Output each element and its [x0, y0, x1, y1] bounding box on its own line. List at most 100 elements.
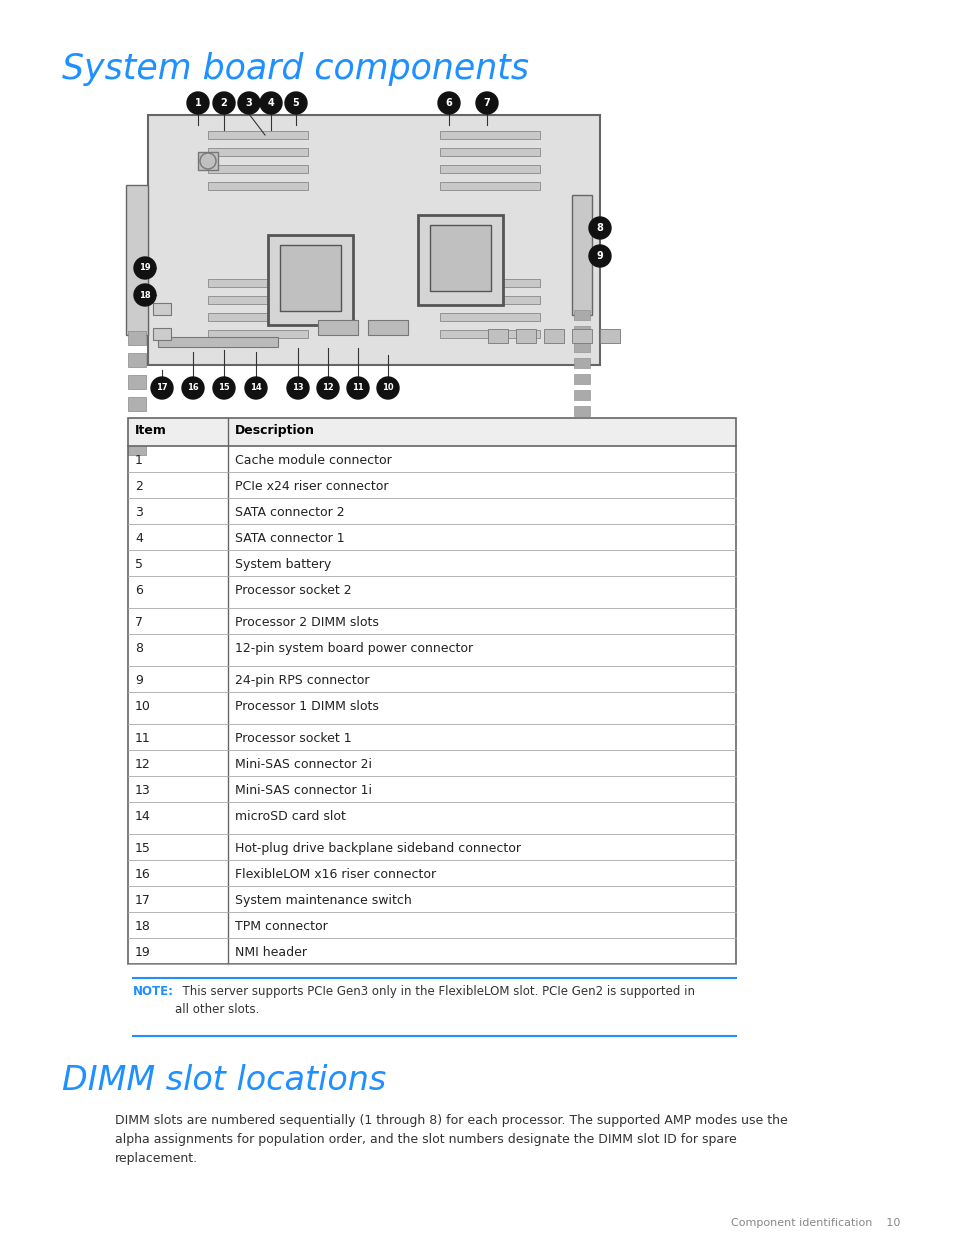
Text: 6: 6 — [135, 584, 143, 597]
Bar — [208, 330, 308, 338]
Text: DIMM slot locations: DIMM slot locations — [62, 1065, 386, 1097]
Text: 13: 13 — [135, 784, 151, 797]
Text: 6: 6 — [445, 98, 452, 107]
Text: 14: 14 — [135, 810, 151, 823]
Circle shape — [187, 91, 209, 114]
Text: 12-pin system board power connector: 12-pin system board power connector — [234, 642, 473, 655]
Bar — [439, 330, 539, 338]
Bar — [439, 312, 539, 321]
Bar — [128, 396, 146, 411]
Bar — [439, 279, 539, 287]
Text: Mini-SAS connector 1i: Mini-SAS connector 1i — [234, 784, 372, 797]
Text: 8: 8 — [135, 642, 143, 655]
Text: Processor 2 DIMM slots: Processor 2 DIMM slots — [234, 616, 378, 629]
Text: 9: 9 — [135, 674, 143, 687]
Bar — [208, 165, 308, 173]
Bar — [574, 358, 589, 368]
Text: 19: 19 — [135, 946, 151, 960]
Text: 16: 16 — [187, 384, 198, 393]
Circle shape — [376, 377, 398, 399]
Text: 5: 5 — [135, 558, 143, 571]
Bar — [439, 131, 539, 140]
Circle shape — [133, 284, 156, 306]
Text: 11: 11 — [135, 732, 151, 745]
Text: This server supports PCIe Gen3 only in the FlexibleLOM slot. PCIe Gen2 is suppor: This server supports PCIe Gen3 only in t… — [174, 986, 695, 1016]
Text: Processor 1 DIMM slots: Processor 1 DIMM slots — [234, 700, 378, 713]
Text: 12: 12 — [135, 758, 151, 771]
Bar — [430, 225, 491, 291]
Text: 13: 13 — [292, 384, 303, 393]
Text: 18: 18 — [135, 920, 151, 932]
Bar — [128, 417, 735, 965]
Text: Description: Description — [234, 424, 314, 437]
Bar — [128, 331, 146, 345]
Text: DIMM slots are numbered sequentially (1 through 8) for each processor. The suppo: DIMM slots are numbered sequentially (1 … — [115, 1114, 787, 1165]
Circle shape — [437, 91, 459, 114]
Text: 10: 10 — [135, 700, 151, 713]
Text: System board components: System board components — [62, 52, 529, 86]
Bar — [574, 326, 589, 336]
Bar — [128, 353, 146, 367]
Bar — [439, 165, 539, 173]
Bar — [599, 329, 619, 343]
Text: 17: 17 — [135, 894, 151, 906]
Circle shape — [213, 91, 234, 114]
Bar — [516, 329, 536, 343]
Text: System battery: System battery — [234, 558, 331, 571]
Bar — [158, 337, 277, 347]
Text: microSD card slot: microSD card slot — [234, 810, 346, 823]
Circle shape — [476, 91, 497, 114]
Bar — [574, 406, 589, 416]
Bar — [488, 329, 507, 343]
Bar — [417, 215, 502, 305]
Text: 2: 2 — [220, 98, 227, 107]
Bar — [208, 312, 308, 321]
Text: 3: 3 — [245, 98, 253, 107]
Text: 8: 8 — [596, 224, 603, 233]
Text: System maintenance switch: System maintenance switch — [234, 894, 412, 906]
Text: SATA connector 2: SATA connector 2 — [234, 506, 344, 519]
Text: NMI header: NMI header — [234, 946, 307, 960]
Bar — [439, 148, 539, 156]
Text: 4: 4 — [268, 98, 274, 107]
Bar — [280, 245, 340, 311]
Circle shape — [347, 377, 369, 399]
Bar — [208, 148, 308, 156]
Text: 17: 17 — [156, 384, 168, 393]
Circle shape — [182, 377, 204, 399]
Text: 14: 14 — [250, 384, 262, 393]
Circle shape — [316, 377, 338, 399]
Bar — [128, 375, 146, 389]
Bar — [574, 342, 589, 352]
Bar — [439, 182, 539, 190]
Bar — [268, 235, 353, 325]
Circle shape — [133, 257, 156, 279]
Text: 7: 7 — [135, 616, 143, 629]
Text: 10: 10 — [382, 384, 394, 393]
Text: 15: 15 — [135, 842, 151, 855]
Text: 4: 4 — [135, 532, 143, 545]
Text: TPM connector: TPM connector — [234, 920, 328, 932]
Text: PCIe x24 riser connector: PCIe x24 riser connector — [234, 480, 388, 493]
Bar — [208, 279, 308, 287]
Bar — [574, 310, 589, 320]
Bar — [572, 329, 592, 343]
Text: Processor socket 1: Processor socket 1 — [234, 732, 352, 745]
Bar — [574, 374, 589, 384]
Bar — [126, 185, 148, 335]
Text: Processor socket 2: Processor socket 2 — [234, 584, 352, 597]
Text: SATA connector 1: SATA connector 1 — [234, 532, 344, 545]
Text: Item: Item — [135, 424, 167, 437]
Text: 12: 12 — [322, 384, 334, 393]
Text: 9: 9 — [596, 251, 602, 261]
Bar — [572, 195, 592, 315]
Circle shape — [588, 217, 610, 240]
Bar — [128, 419, 146, 433]
Text: NOTE:: NOTE: — [132, 986, 173, 998]
Text: 5: 5 — [293, 98, 299, 107]
Circle shape — [285, 91, 307, 114]
Text: 19: 19 — [139, 263, 151, 273]
Bar — [128, 441, 146, 454]
Text: 16: 16 — [135, 868, 151, 881]
Text: Hot-plug drive backplane sideband connector: Hot-plug drive backplane sideband connec… — [234, 842, 520, 855]
